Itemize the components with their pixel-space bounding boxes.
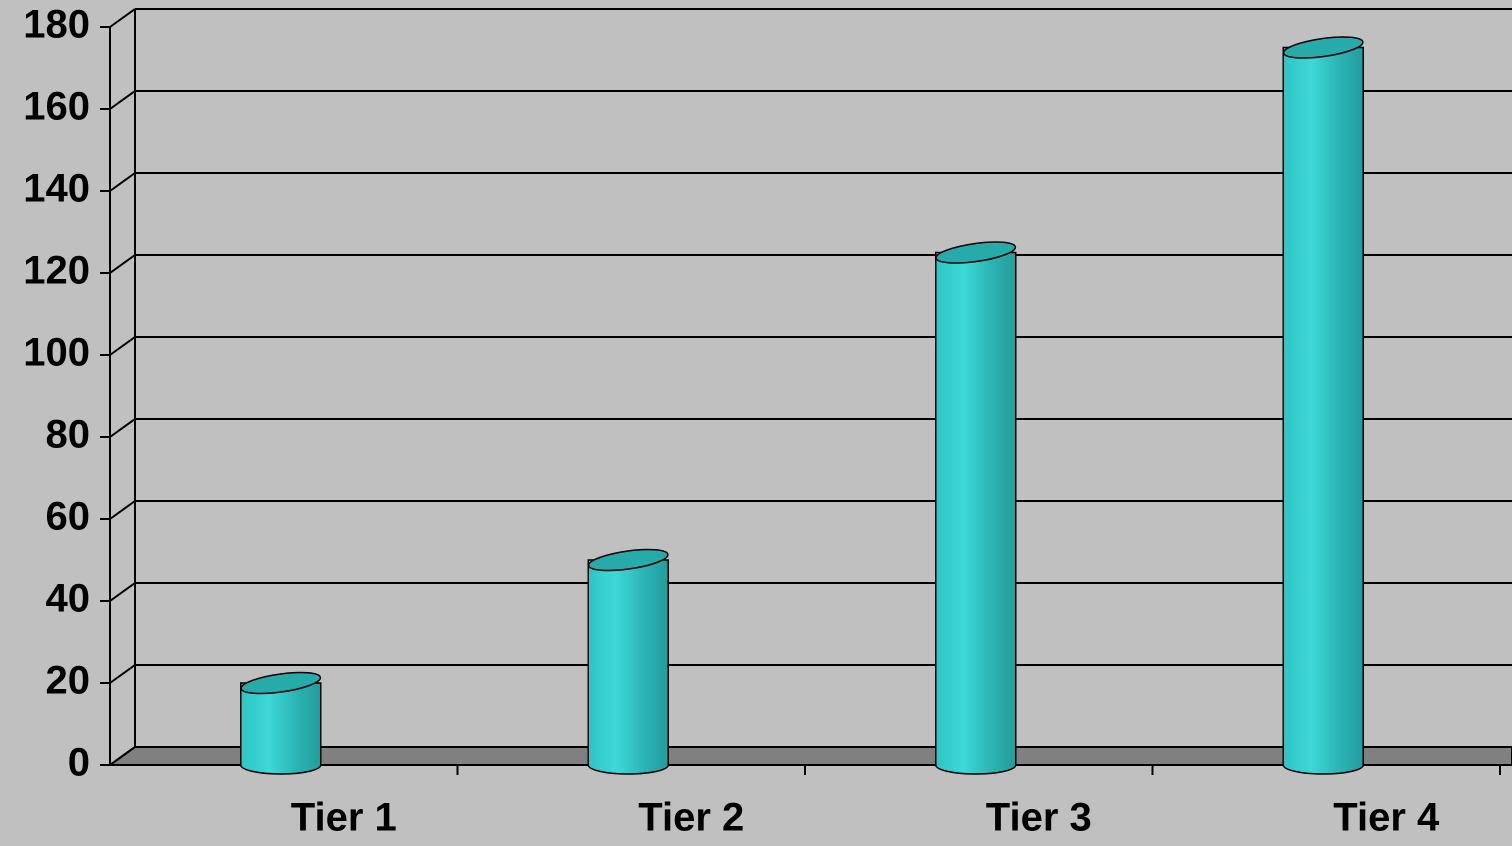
- bar-body: [935, 251, 1017, 775]
- y-tick-label: 20: [46, 659, 91, 703]
- x-tick-label: Tier 3: [986, 796, 1092, 840]
- y-tick-label: 80: [46, 413, 91, 457]
- bar: [587, 548, 669, 775]
- bar: [935, 241, 1017, 775]
- bar-top: [1282, 36, 1364, 59]
- grid-line: [109, 172, 136, 192]
- y-tick-label: 0: [68, 741, 90, 785]
- bar-body: [240, 682, 322, 775]
- grid-line: [109, 664, 136, 684]
- grid-line: [109, 254, 136, 274]
- bar-body: [587, 559, 669, 775]
- bar-top: [587, 548, 669, 572]
- bar: [1282, 36, 1364, 775]
- y-tick-label: 100: [23, 331, 90, 375]
- grid-line: [109, 500, 136, 520]
- grid-line: [109, 336, 136, 356]
- grid-line: [109, 8, 136, 28]
- grid-line: [109, 418, 136, 438]
- x-tick-label: Tier 4: [1333, 796, 1440, 840]
- bar: [240, 671, 322, 775]
- bar-top: [240, 671, 322, 695]
- y-tick-label: 180: [23, 3, 90, 47]
- y-tick-label: 120: [23, 249, 90, 293]
- x-tick-label: Tier 1: [291, 796, 397, 840]
- bar-top: [935, 241, 1017, 264]
- x-tick-label: Tier 2: [638, 796, 744, 840]
- y-tick-label: 40: [46, 577, 91, 621]
- grid-line: [109, 746, 136, 766]
- grid-line: [109, 582, 136, 602]
- grid-line: [109, 90, 136, 110]
- y-tick-label: 160: [23, 85, 90, 129]
- y-tick-label: 60: [46, 495, 91, 539]
- y-tick-label: 140: [23, 167, 90, 211]
- bar-body: [1282, 46, 1364, 775]
